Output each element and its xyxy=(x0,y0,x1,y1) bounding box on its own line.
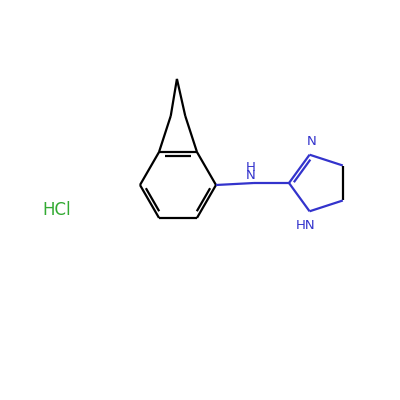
Text: N: N xyxy=(246,169,256,182)
Text: N: N xyxy=(307,135,316,148)
Text: H: H xyxy=(246,161,256,174)
Text: HN: HN xyxy=(296,219,315,232)
Text: HCl: HCl xyxy=(42,201,71,219)
